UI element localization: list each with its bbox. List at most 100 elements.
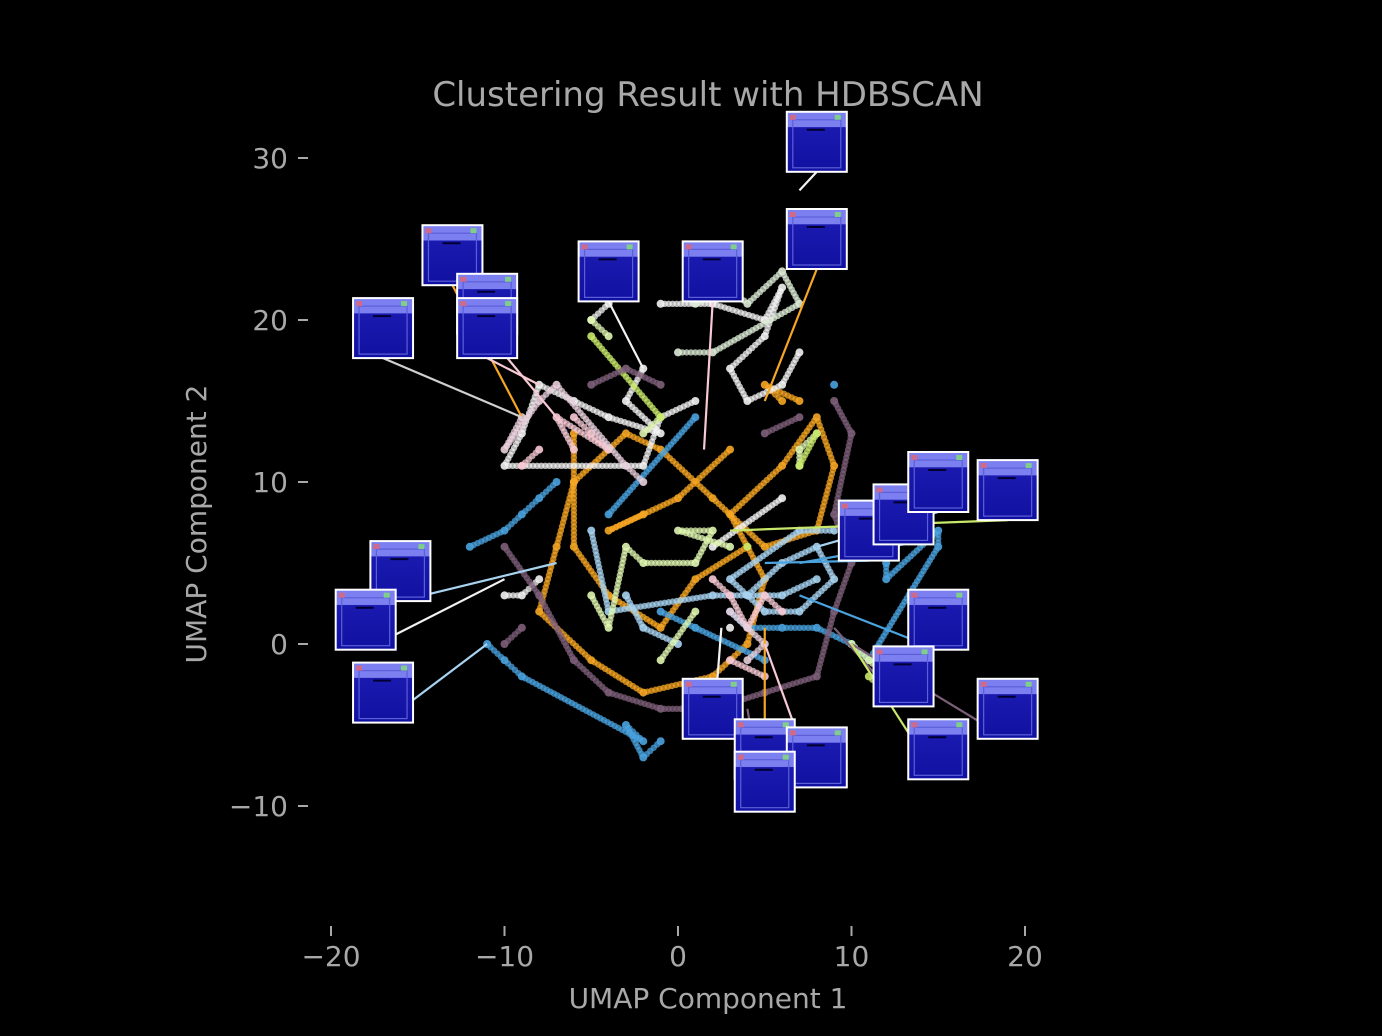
y-tick-label: 10 bbox=[252, 466, 288, 499]
thumbnail-frame bbox=[907, 451, 970, 513]
thumbnail bbox=[872, 645, 935, 708]
data-point bbox=[795, 397, 804, 405]
thumbnail-inner bbox=[688, 686, 738, 736]
thumbnail-marker bbox=[730, 681, 737, 687]
data-point bbox=[830, 380, 839, 389]
thumbnail-inner bbox=[427, 232, 478, 282]
thumbnail-frame bbox=[872, 645, 935, 708]
thumbnail-marker bbox=[956, 455, 963, 460]
thumbnail-frame bbox=[681, 240, 744, 303]
thumbnail bbox=[785, 208, 848, 270]
x-tick-label: 20 bbox=[1007, 940, 1043, 973]
x-tick-label: 10 bbox=[834, 940, 870, 973]
thumbnail-marker bbox=[505, 301, 512, 307]
data-point bbox=[726, 623, 735, 632]
thumbnail-marker bbox=[789, 114, 796, 120]
thumbnail-inner bbox=[878, 653, 929, 704]
thumbnail-inner bbox=[358, 669, 408, 720]
thumbnail-frame bbox=[577, 240, 640, 303]
y-tick-label: −10 bbox=[229, 790, 288, 823]
x-tick-label: −10 bbox=[475, 940, 534, 973]
connector-line bbox=[607, 300, 645, 370]
thumbnail-marker bbox=[841, 503, 848, 509]
thumbnail-inner bbox=[913, 597, 963, 647]
data-point bbox=[552, 478, 561, 486]
thumbnail-frame bbox=[352, 661, 415, 724]
thumbnail bbox=[456, 297, 519, 360]
thumbnail bbox=[681, 677, 744, 740]
x-tick-label: −20 bbox=[301, 940, 360, 973]
thumbnail bbox=[976, 459, 1039, 522]
thumbnail-inner bbox=[983, 467, 1033, 517]
data-point bbox=[726, 542, 735, 551]
data-point bbox=[569, 445, 578, 454]
thumbnail-inner bbox=[983, 686, 1033, 736]
thumbnail-marker bbox=[356, 665, 363, 671]
thumbnail bbox=[352, 661, 415, 724]
thumbnail-frame bbox=[785, 208, 848, 270]
y-tick-label: 20 bbox=[252, 304, 288, 337]
thumbnail-marker bbox=[980, 681, 987, 687]
thumbnail-marker bbox=[425, 228, 432, 234]
thumbnail-frame bbox=[976, 677, 1039, 740]
thumbnail-inner bbox=[688, 248, 738, 298]
series-2 bbox=[465, 380, 943, 762]
thumbnail-marker bbox=[401, 665, 408, 671]
y-axis: −10 0 10 20 30 bbox=[229, 142, 308, 823]
thumbnail bbox=[785, 726, 848, 789]
data-point bbox=[639, 429, 648, 438]
x-tick-label: 0 bbox=[669, 940, 687, 973]
series-3 bbox=[587, 526, 839, 648]
thumbnail-frame bbox=[785, 726, 848, 789]
thumbnail-inner bbox=[740, 759, 790, 809]
thumbnail-marker bbox=[782, 722, 789, 728]
thumbnail-marker bbox=[460, 276, 467, 282]
data-point bbox=[587, 316, 596, 324]
thumbnail-marker bbox=[956, 722, 963, 728]
x-axis-label: UMAP Component 1 bbox=[569, 982, 848, 1015]
series-8 bbox=[500, 380, 769, 665]
thumbnail bbox=[733, 750, 796, 813]
connector-line bbox=[382, 357, 523, 419]
thumbnail-marker bbox=[737, 754, 744, 760]
thumbnail bbox=[907, 588, 970, 651]
data-point bbox=[812, 575, 821, 584]
thumbnail-inner bbox=[375, 548, 425, 598]
thumbnail-marker bbox=[356, 301, 363, 307]
thumbnail-marker bbox=[834, 730, 841, 736]
thumbnail-marker bbox=[401, 301, 408, 307]
thumbnail-marker bbox=[685, 244, 692, 250]
thumbnail-images bbox=[334, 110, 1039, 813]
data-point bbox=[830, 397, 839, 405]
thumbnail-inner bbox=[792, 119, 842, 169]
thumbnail-marker bbox=[418, 544, 425, 550]
data-point bbox=[812, 429, 821, 438]
connector-line bbox=[486, 357, 540, 386]
thumbnail bbox=[976, 677, 1039, 740]
thumbnail-marker bbox=[626, 244, 633, 250]
data-point bbox=[726, 445, 735, 454]
thumbnail-frame bbox=[733, 750, 796, 813]
thumbnail-marker bbox=[505, 276, 512, 282]
thumbnail-marker bbox=[834, 212, 841, 217]
data-point bbox=[674, 348, 682, 357]
thumbnail-marker bbox=[911, 592, 918, 598]
series-6 bbox=[517, 413, 787, 681]
y-tick-label: 0 bbox=[270, 628, 288, 661]
thumbnail bbox=[907, 718, 970, 781]
data-point bbox=[656, 413, 665, 422]
thumbnail-marker bbox=[876, 649, 883, 655]
thumbnail-marker bbox=[911, 455, 918, 460]
thumbnail-inner bbox=[358, 305, 408, 355]
thumbnail bbox=[334, 588, 397, 651]
data-point bbox=[795, 348, 804, 357]
thumbnail-marker bbox=[921, 649, 928, 655]
data-point bbox=[743, 542, 752, 551]
connector-line bbox=[702, 301, 714, 450]
thumbnail bbox=[785, 110, 848, 173]
data-point bbox=[691, 397, 700, 405]
data-point bbox=[760, 429, 769, 438]
thumbnail-marker bbox=[373, 544, 380, 550]
thumbnail-marker bbox=[338, 592, 345, 598]
